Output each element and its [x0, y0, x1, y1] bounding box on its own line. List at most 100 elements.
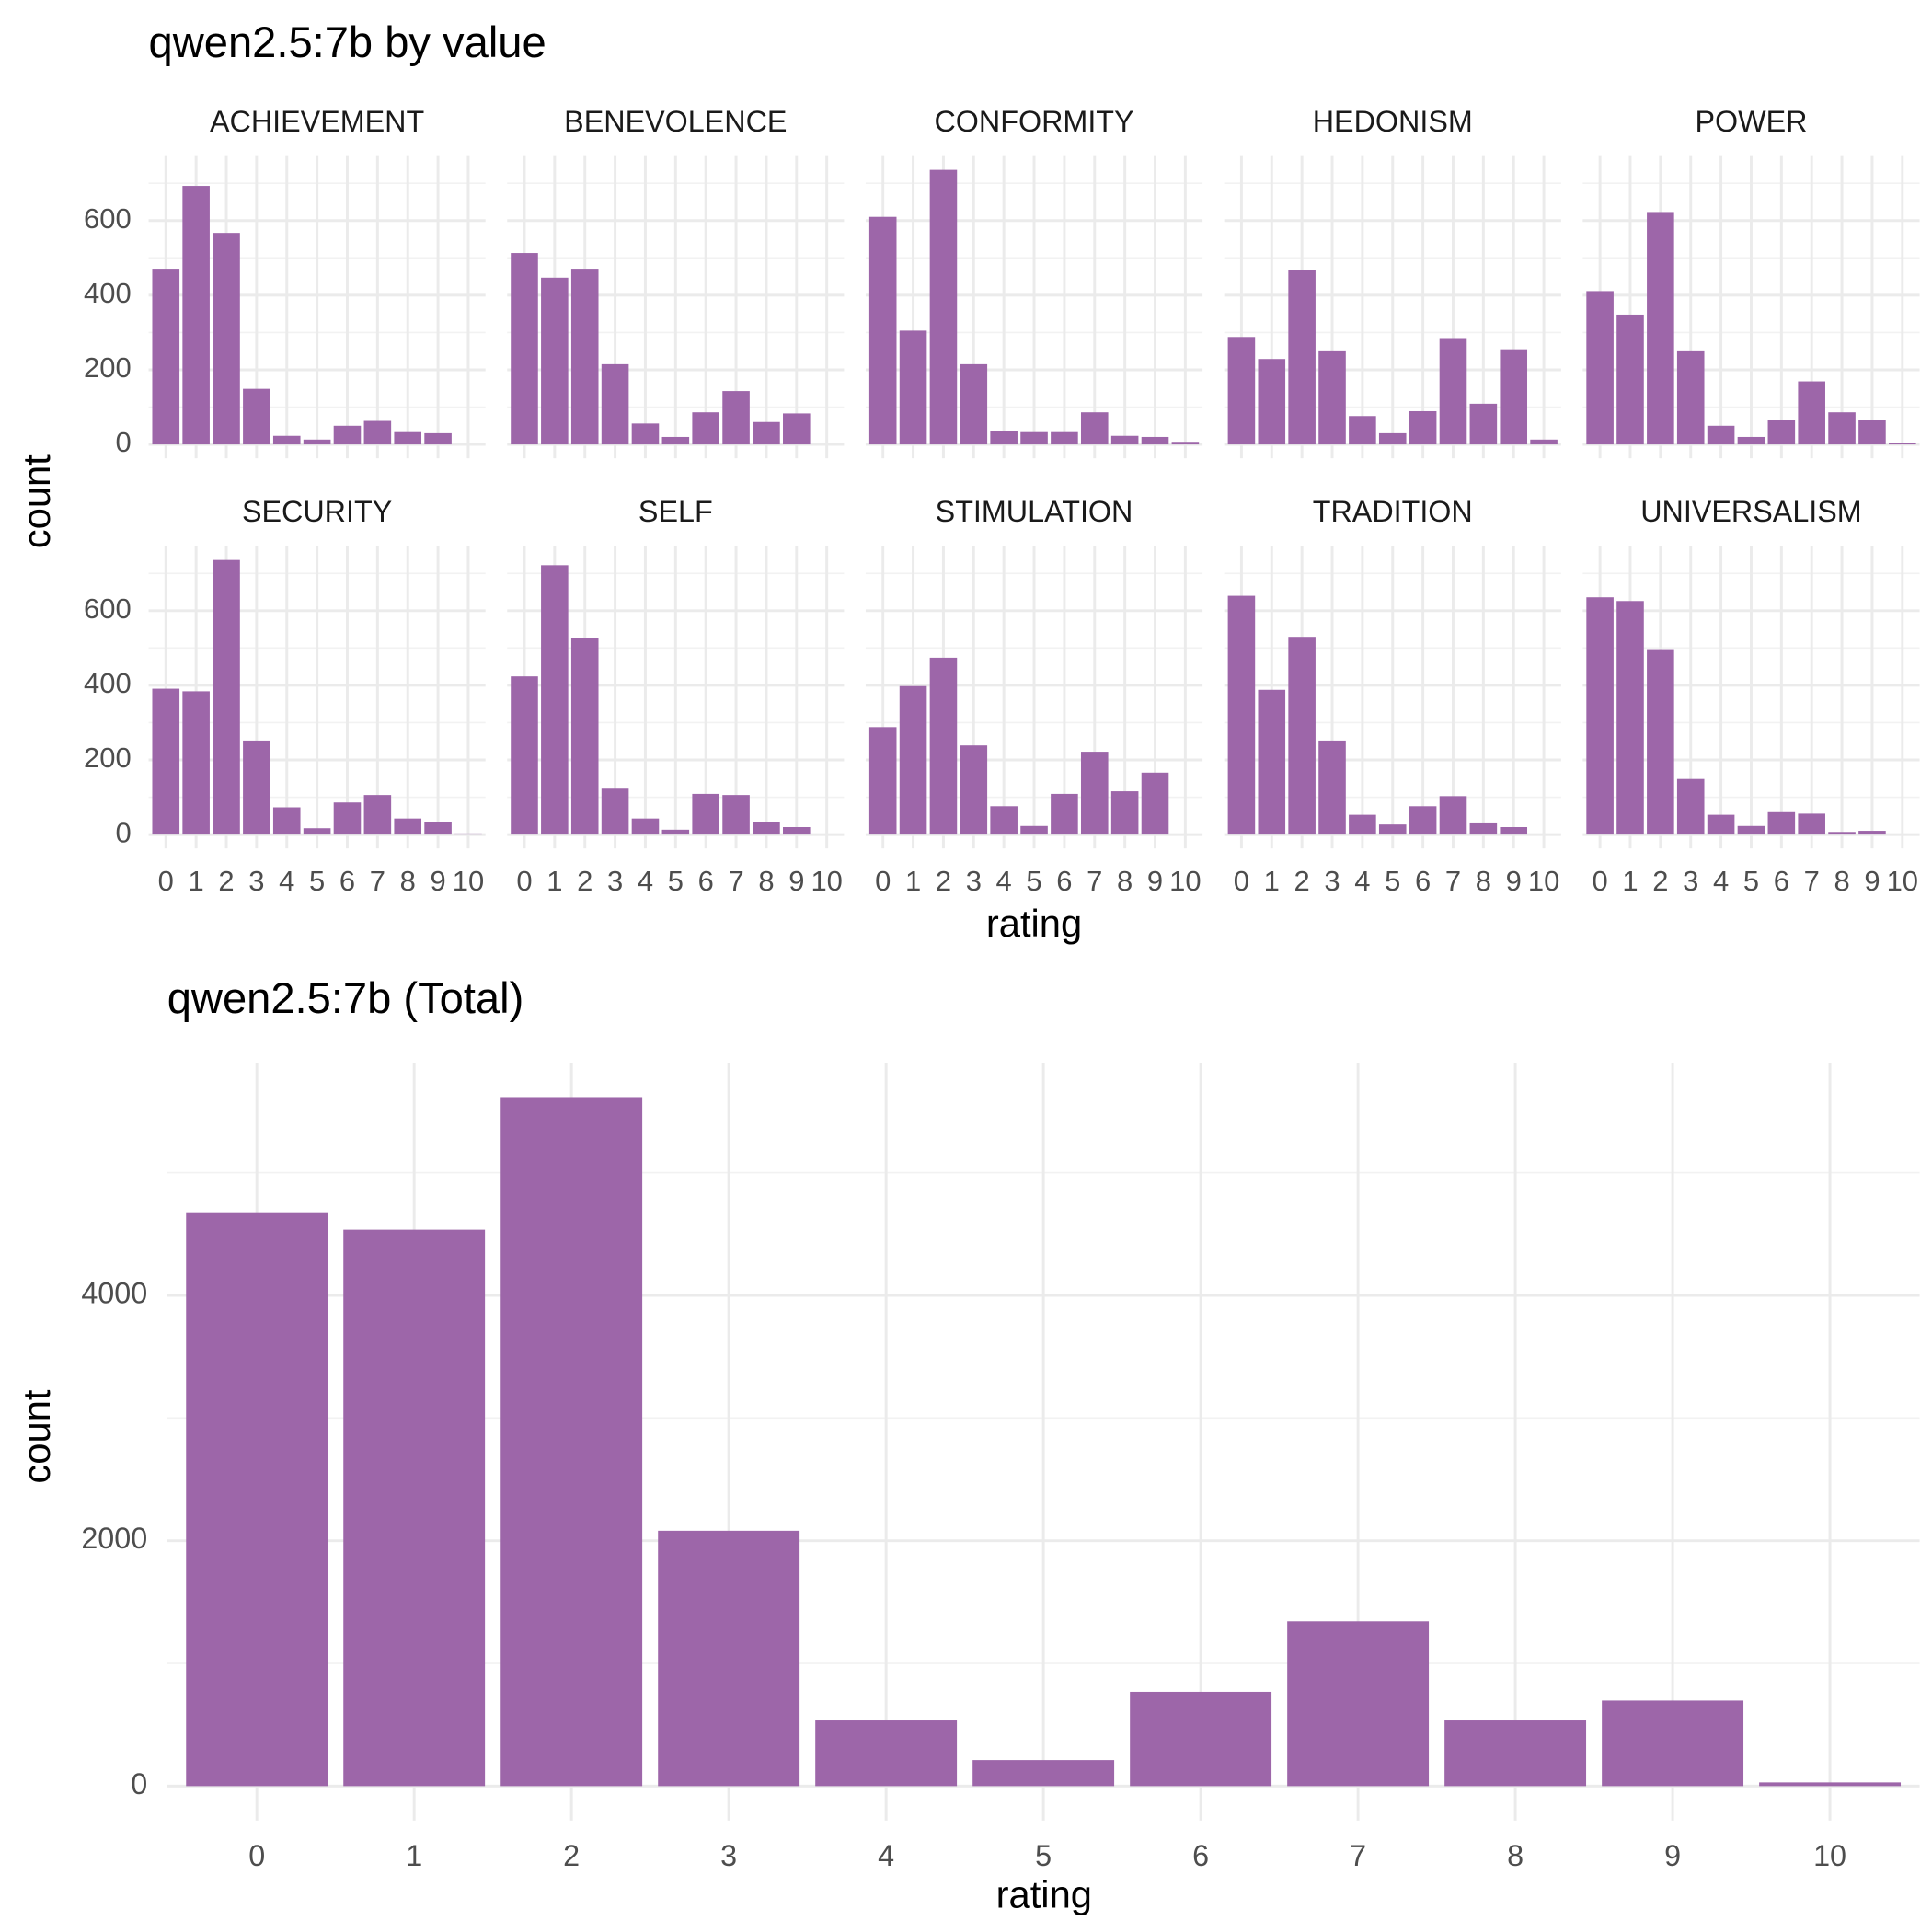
x-tick-label: 4: [279, 865, 294, 897]
bar: [1110, 791, 1139, 835]
bar: [1616, 314, 1644, 445]
x-axis-title: rating: [986, 902, 1082, 945]
bar: [722, 391, 750, 445]
bar: [1051, 793, 1078, 835]
facet-label: SELF: [638, 495, 713, 528]
x-tick-label: 8: [1117, 865, 1133, 897]
y-axis-title: count: [15, 1389, 58, 1483]
x-tick-label: 3: [1324, 865, 1340, 897]
bar: [1737, 436, 1765, 445]
y-tick-label: 600: [84, 592, 132, 625]
bar: [1349, 814, 1376, 835]
bar: [1469, 822, 1498, 835]
x-tick-label: 2: [563, 1839, 580, 1872]
bar: [899, 330, 927, 445]
bar: [1586, 291, 1614, 445]
x-tick-label: 9: [1664, 1839, 1681, 1872]
bar: [424, 432, 452, 445]
bar: [1409, 410, 1437, 445]
bar: [990, 806, 1018, 835]
x-tick-label: 7: [1445, 865, 1461, 897]
x-tick-label: 4: [638, 865, 653, 897]
bar: [1676, 778, 1705, 835]
x-tick-label: 1: [1264, 865, 1280, 897]
bar: [541, 277, 569, 445]
bar: [1767, 811, 1796, 835]
bar: [868, 727, 897, 835]
bar: [182, 691, 210, 835]
bar: [753, 421, 780, 445]
bar: [272, 435, 301, 445]
bar: [1227, 595, 1256, 835]
x-tick-label: 10: [1169, 865, 1201, 897]
bar: [363, 795, 392, 835]
x-tick-label: 3: [248, 865, 264, 897]
x-tick-label: 6: [339, 865, 355, 897]
bar: [1318, 740, 1346, 835]
chart-title: qwen2.5:7b by value: [149, 17, 546, 66]
bar: [424, 822, 452, 835]
x-tick-label: 6: [1774, 865, 1789, 897]
x-tick-label: 4: [1354, 865, 1370, 897]
bar: [692, 793, 719, 835]
bar: [661, 829, 690, 835]
x-tick-label: 5: [668, 865, 684, 897]
x-tick-label: 10: [1528, 865, 1559, 897]
x-tick-label: 9: [1147, 865, 1163, 897]
facet-label: UNIVERSALISM: [1640, 495, 1861, 528]
facet-label: BENEVOLENCE: [564, 105, 787, 138]
bar: [658, 1530, 800, 1787]
y-tick-label: 200: [84, 351, 132, 384]
bar: [1130, 1691, 1272, 1787]
x-tick-label: 7: [1350, 1839, 1366, 1872]
bar: [1378, 824, 1407, 835]
bar: [1051, 431, 1078, 445]
bar: [960, 363, 988, 445]
x-tick-label: 8: [1507, 1839, 1524, 1872]
x-tick-label: 0: [158, 865, 174, 897]
bar: [394, 431, 422, 445]
bar: [213, 233, 240, 445]
bar: [1288, 637, 1316, 835]
x-tick-label: 9: [430, 865, 445, 897]
bar: [343, 1229, 486, 1787]
x-tick-label: 5: [1026, 865, 1041, 897]
bar: [960, 745, 988, 835]
bar: [1889, 443, 1916, 445]
bar: [1500, 827, 1528, 835]
bar: [815, 1720, 958, 1787]
x-tick-label: 3: [966, 865, 982, 897]
x-tick-label: 9: [1864, 865, 1880, 897]
facet-label: CONFORMITY: [934, 105, 1133, 138]
bar: [1707, 814, 1735, 835]
x-tick-label: 4: [1713, 865, 1729, 897]
x-tick-label: 10: [811, 865, 842, 897]
bar: [152, 269, 180, 445]
bar: [303, 828, 331, 835]
bar: [303, 439, 331, 445]
bar: [363, 420, 392, 445]
x-tick-label: 8: [1476, 865, 1491, 897]
bar: [511, 676, 538, 835]
x-tick-label: 10: [1887, 865, 1918, 897]
bar: [1318, 350, 1346, 445]
bar: [1020, 431, 1048, 445]
bar: [1647, 649, 1674, 835]
bar: [1530, 439, 1558, 445]
x-tick-label: 5: [1385, 865, 1400, 897]
x-axis-title: rating: [996, 1872, 1092, 1915]
x-tick-label: 2: [1294, 865, 1310, 897]
x-tick-label: 7: [728, 865, 743, 897]
y-tick-label: 400: [84, 277, 132, 309]
bar: [1647, 212, 1674, 445]
bar: [868, 216, 897, 445]
facet-label: SECURITY: [242, 495, 392, 528]
x-tick-label: 3: [720, 1839, 737, 1872]
bar: [1110, 435, 1139, 445]
bar: [1798, 381, 1825, 445]
bar: [1858, 831, 1886, 835]
facet-label: STIMULATION: [936, 495, 1133, 528]
bar: [1759, 1782, 1902, 1787]
bar: [243, 388, 270, 445]
